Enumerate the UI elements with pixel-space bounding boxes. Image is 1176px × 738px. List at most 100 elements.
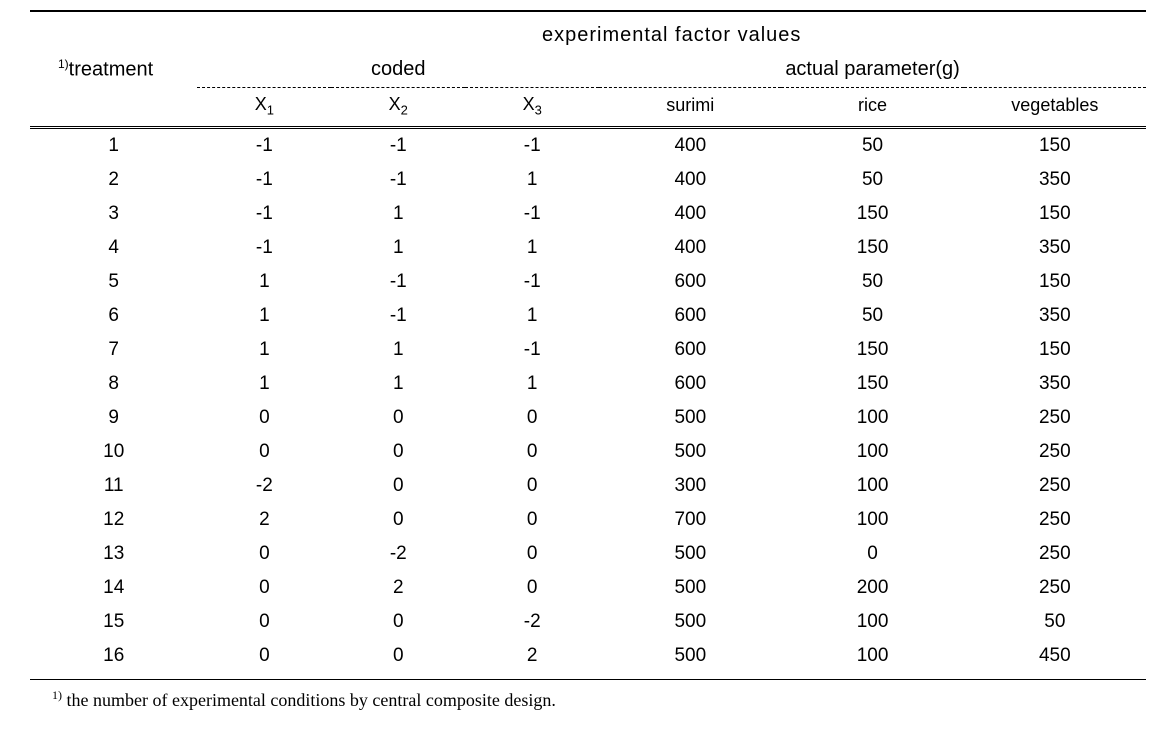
table-row: 11-200300100250 xyxy=(30,469,1146,503)
cell-t: 3 xyxy=(30,197,197,231)
cell-r: 150 xyxy=(781,197,963,231)
cell-x1: 0 xyxy=(197,605,331,639)
cell-x3: 1 xyxy=(465,163,599,197)
cell-x1: -2 xyxy=(197,469,331,503)
table-row: 1-1-1-140050150 xyxy=(30,127,1146,163)
cell-v: 350 xyxy=(964,163,1146,197)
cell-s: 500 xyxy=(599,537,781,571)
cell-x2: -1 xyxy=(331,299,465,333)
cell-r: 50 xyxy=(781,163,963,197)
cell-x2: 1 xyxy=(331,231,465,265)
col-rice: rice xyxy=(781,88,963,128)
cell-t: 13 xyxy=(30,537,197,571)
cell-r: 100 xyxy=(781,435,963,469)
cell-t: 4 xyxy=(30,231,197,265)
cell-s: 600 xyxy=(599,367,781,401)
cell-s: 500 xyxy=(599,605,781,639)
cell-t: 10 xyxy=(30,435,197,469)
rule-bottom xyxy=(30,673,1146,680)
cell-t: 16 xyxy=(30,639,197,673)
cell-t: 1 xyxy=(30,127,197,163)
header-group-row: 1)treatment coded actual parameter(g) xyxy=(30,53,1146,88)
cell-s: 700 xyxy=(599,503,781,537)
cell-x2: 1 xyxy=(331,197,465,231)
cell-v: 150 xyxy=(964,265,1146,299)
cell-v: 150 xyxy=(964,197,1146,231)
cell-v: 250 xyxy=(964,571,1146,605)
table-row: 1500-250010050 xyxy=(30,605,1146,639)
cell-s: 500 xyxy=(599,639,781,673)
cell-s: 400 xyxy=(599,197,781,231)
cell-x3: -1 xyxy=(465,197,599,231)
cell-x2: 2 xyxy=(331,571,465,605)
footnote-text: the number of experimental conditions by… xyxy=(62,690,556,710)
cell-x3: 1 xyxy=(465,299,599,333)
cell-v: 250 xyxy=(964,401,1146,435)
cell-v: 150 xyxy=(964,127,1146,163)
cell-s: 500 xyxy=(599,401,781,435)
cell-x1: 1 xyxy=(197,367,331,401)
cell-x1: 2 xyxy=(197,503,331,537)
table-row: 8111600150350 xyxy=(30,367,1146,401)
rule-top xyxy=(30,11,1146,18)
cell-v: 450 xyxy=(964,639,1146,673)
header-super-title: experimental factor values xyxy=(197,18,1146,53)
cell-t: 2 xyxy=(30,163,197,197)
cell-x1: -1 xyxy=(197,127,331,163)
cell-x2: 0 xyxy=(331,503,465,537)
table-row: 4-111400150350 xyxy=(30,231,1146,265)
cell-x1: 0 xyxy=(197,537,331,571)
cell-x1: 0 xyxy=(197,401,331,435)
cell-s: 600 xyxy=(599,265,781,299)
cell-t: 6 xyxy=(30,299,197,333)
cell-x1: 0 xyxy=(197,435,331,469)
cell-r: 50 xyxy=(781,299,963,333)
cell-x3: 0 xyxy=(465,435,599,469)
cell-r: 50 xyxy=(781,265,963,299)
cell-v: 50 xyxy=(964,605,1146,639)
cell-r: 50 xyxy=(781,127,963,163)
header-group-actual: actual parameter(g) xyxy=(599,53,1146,88)
page: experimental factor values 1)treatment c… xyxy=(0,0,1176,731)
table-row: 10000500100250 xyxy=(30,435,1146,469)
cell-x3: -2 xyxy=(465,605,599,639)
col-x2: X2 xyxy=(331,88,465,128)
cell-t: 12 xyxy=(30,503,197,537)
footnote: 1) the number of experimental conditions… xyxy=(30,680,1146,711)
cell-x2: 0 xyxy=(331,605,465,639)
cell-r: 100 xyxy=(781,469,963,503)
cell-x1: -1 xyxy=(197,197,331,231)
cell-x1: 1 xyxy=(197,333,331,367)
cell-x3: -1 xyxy=(465,265,599,299)
table-row: 14020500200250 xyxy=(30,571,1146,605)
cell-x2: 1 xyxy=(331,367,465,401)
cell-x3: 0 xyxy=(465,401,599,435)
cell-t: 9 xyxy=(30,401,197,435)
footnote-sup: 1) xyxy=(52,688,62,702)
header-super-row: experimental factor values xyxy=(30,18,1146,53)
cell-t: 11 xyxy=(30,469,197,503)
cell-x3: 0 xyxy=(465,469,599,503)
cell-t: 15 xyxy=(30,605,197,639)
table-body: 1-1-1-1400501502-1-11400503503-11-140015… xyxy=(30,127,1146,673)
cell-x1: 1 xyxy=(197,299,331,333)
cell-x3: 0 xyxy=(465,503,599,537)
cell-v: 250 xyxy=(964,469,1146,503)
cell-x3: 0 xyxy=(465,537,599,571)
table-row: 2-1-1140050350 xyxy=(30,163,1146,197)
cell-r: 100 xyxy=(781,401,963,435)
cell-r: 100 xyxy=(781,639,963,673)
cell-x2: 0 xyxy=(331,639,465,673)
cell-s: 400 xyxy=(599,127,781,163)
table-row: 711-1600150150 xyxy=(30,333,1146,367)
cell-v: 350 xyxy=(964,231,1146,265)
treatment-sup: 1) xyxy=(58,57,69,71)
cell-v: 250 xyxy=(964,537,1146,571)
col-veg: vegetables xyxy=(964,88,1146,128)
table-row: 9000500100250 xyxy=(30,401,1146,435)
col-x1: X1 xyxy=(197,88,331,128)
cell-s: 300 xyxy=(599,469,781,503)
cell-x1: 0 xyxy=(197,571,331,605)
cell-x2: -1 xyxy=(331,163,465,197)
cell-x2: -2 xyxy=(331,537,465,571)
